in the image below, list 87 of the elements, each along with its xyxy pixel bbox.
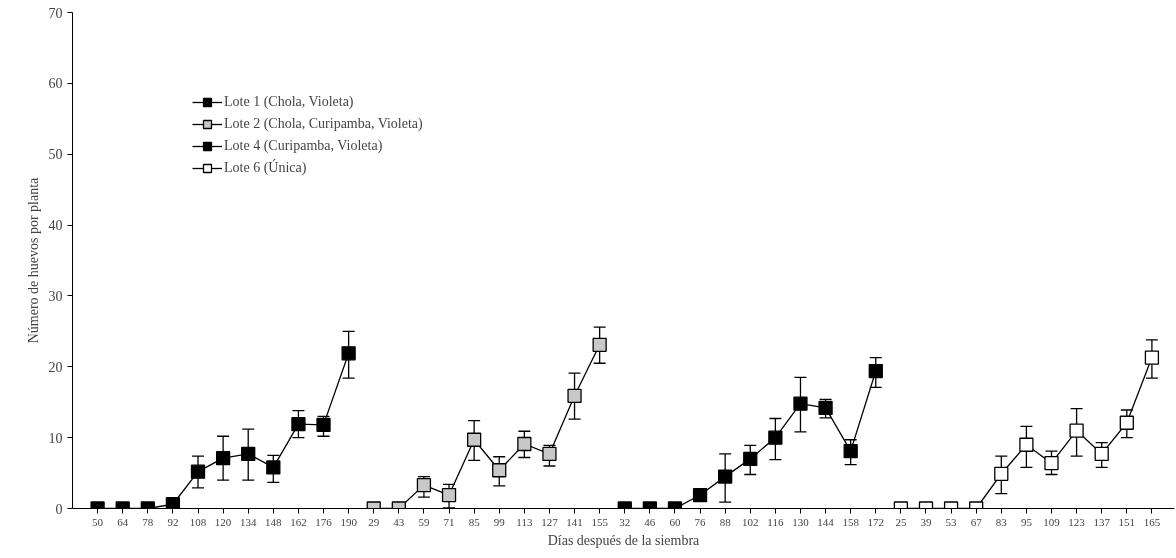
y-tick-label: 30 — [48, 288, 63, 304]
legend-label: Lote 1 (Chola, Violeta) — [224, 94, 354, 110]
y-tick-label: 10 — [48, 430, 63, 446]
point — [1144, 350, 1160, 365]
x-tick-label: 176 — [315, 515, 333, 528]
x-tick-label: 46 — [644, 515, 656, 528]
x-tick-label: 50 — [92, 515, 104, 528]
x-tick-label: 162 — [290, 515, 307, 528]
point — [466, 432, 482, 447]
x-tick-label: 99 — [493, 515, 506, 528]
x-tick-label: 165 — [1143, 515, 1161, 528]
x-tick-label: 155 — [591, 515, 609, 528]
x-tick-label: 43 — [393, 515, 405, 528]
x-tick-label: 83 — [995, 515, 1008, 528]
x-tick-label: 71 — [443, 515, 455, 528]
point — [718, 469, 733, 484]
point — [843, 443, 858, 459]
x-axis-title: Días después de la siembra — [547, 532, 701, 548]
point — [768, 430, 783, 445]
point — [743, 451, 758, 467]
point — [692, 487, 708, 503]
point — [994, 466, 1009, 481]
point — [492, 463, 507, 478]
x-tick-label: 53 — [945, 515, 958, 528]
point — [341, 346, 356, 361]
y-tick-label: 0 — [55, 501, 63, 517]
x-tick-label: 59 — [418, 515, 430, 528]
x-tick-label: 141 — [566, 515, 583, 528]
x-tick-label: 25 — [895, 515, 907, 528]
x-tick-label: 137 — [1093, 515, 1111, 528]
point — [592, 337, 607, 352]
point — [793, 396, 808, 411]
x-tick-label: 85 — [468, 515, 481, 528]
legend-label: Lote 2 (Chola, Curipamba, Violeta) — [224, 116, 423, 132]
point — [517, 436, 532, 452]
x-tick-label: 76 — [694, 515, 707, 528]
point — [567, 388, 582, 403]
x-tick-label: 130 — [792, 515, 810, 528]
x-tick-label: 116 — [767, 515, 784, 528]
x-tick-label: 39 — [920, 515, 932, 528]
x-tick-label: 127 — [541, 515, 559, 528]
y-tick-label: 70 — [48, 5, 63, 21]
y-tick-label: 60 — [48, 76, 63, 92]
x-tick-label: 120 — [214, 515, 232, 528]
point — [190, 464, 206, 479]
x-tick-label: 32 — [619, 515, 631, 528]
y-axis-title: Número de huevos por planta — [25, 176, 41, 344]
y-tick-label: 20 — [48, 359, 63, 375]
x-tick-label: 144 — [817, 515, 835, 528]
x-tick-label: 113 — [516, 515, 533, 528]
point — [316, 417, 331, 433]
legend-label: Lote 4 (Curipamba, Violeta) — [224, 138, 383, 154]
point — [291, 417, 306, 432]
x-tick-label: 78 — [142, 515, 154, 528]
x-tick-label: 64 — [117, 515, 129, 528]
point — [1019, 437, 1034, 452]
point — [165, 497, 181, 509]
point — [1119, 415, 1134, 430]
point — [416, 477, 432, 493]
point — [868, 363, 883, 379]
point — [241, 446, 256, 462]
x-tick-label: 95 — [1020, 515, 1033, 528]
x-tick-label: 148 — [265, 515, 283, 528]
point — [441, 487, 457, 503]
x-tick-label: 29 — [368, 515, 380, 528]
x-tick-label: 60 — [669, 515, 681, 528]
point — [1094, 446, 1109, 462]
x-tick-label: 67 — [970, 515, 983, 528]
x-tick-label: 88 — [719, 515, 732, 528]
x-tick-label: 134 — [239, 515, 257, 528]
point — [542, 446, 557, 462]
x-tick-label: 109 — [1043, 515, 1061, 528]
point — [1044, 456, 1059, 471]
x-tick-label: 92 — [167, 515, 179, 528]
x-tick-label: 158 — [842, 515, 860, 528]
y-tick-label: 50 — [48, 147, 63, 163]
x-tick-label: 190 — [340, 515, 358, 528]
x-tick-label: 102 — [742, 515, 759, 528]
point — [266, 460, 281, 475]
point — [215, 451, 231, 466]
y-tick-label: 40 — [48, 218, 63, 234]
x-tick-label: 172 — [867, 515, 885, 528]
x-tick-label: 151 — [1118, 515, 1136, 528]
x-tick-label: 108 — [189, 515, 207, 528]
x-tick-label: 123 — [1068, 515, 1086, 528]
legend-label: Lote 6 (Única) — [224, 160, 307, 176]
point — [1069, 423, 1084, 438]
